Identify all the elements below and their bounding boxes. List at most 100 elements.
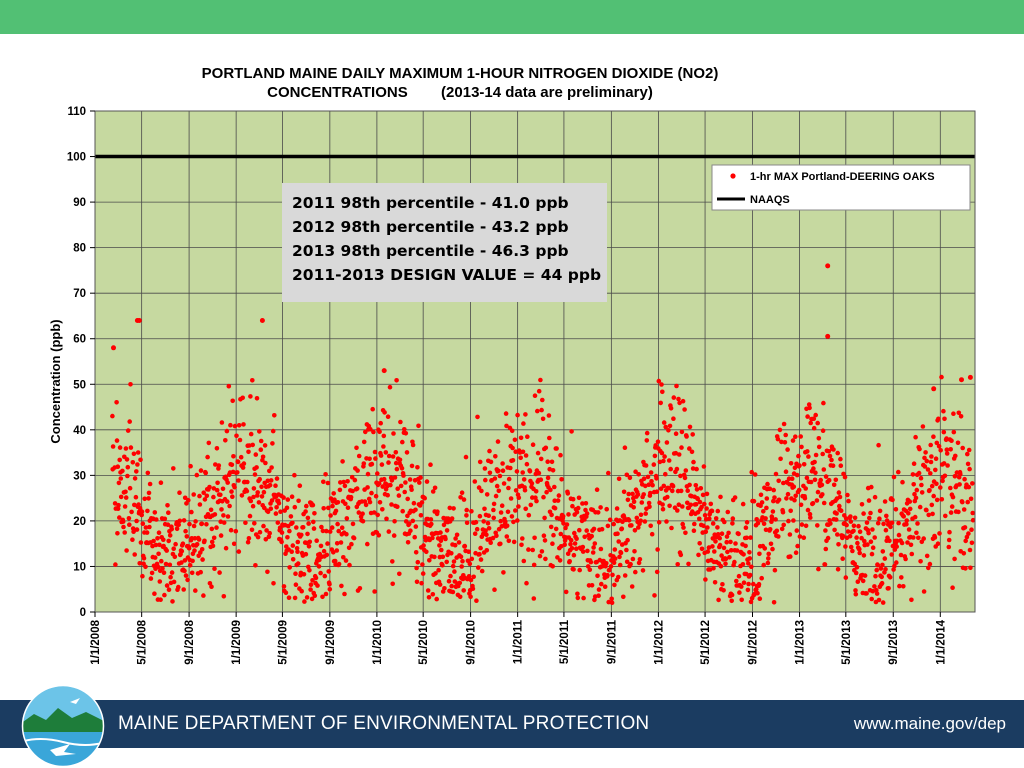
data-point xyxy=(322,573,328,579)
data-point xyxy=(562,542,567,547)
data-point xyxy=(820,492,825,497)
data-point xyxy=(183,528,188,534)
data-point xyxy=(370,406,376,412)
data-point xyxy=(494,533,499,539)
data-point xyxy=(771,600,777,605)
data-point xyxy=(703,577,708,582)
data-point xyxy=(356,453,362,459)
data-point xyxy=(324,528,329,534)
data-point xyxy=(929,502,935,508)
data-point xyxy=(840,533,846,539)
data-point xyxy=(661,420,667,425)
data-point xyxy=(739,584,744,589)
data-point xyxy=(649,479,654,484)
data-point xyxy=(339,525,345,530)
data-point xyxy=(944,451,950,456)
data-point xyxy=(970,510,975,516)
data-point xyxy=(261,523,266,529)
data-point xyxy=(968,496,974,502)
data-point xyxy=(148,576,154,581)
data-point xyxy=(321,506,327,511)
data-point xyxy=(552,505,558,511)
data-point xyxy=(776,534,781,539)
data-point xyxy=(747,550,752,555)
data-point xyxy=(918,475,924,481)
data-point xyxy=(666,485,672,491)
data-point xyxy=(469,556,475,562)
data-point xyxy=(221,513,226,518)
data-point xyxy=(202,538,207,544)
data-point xyxy=(710,544,715,549)
data-point xyxy=(533,489,539,494)
footer-website-link[interactable]: www.maine.gov/dep xyxy=(853,714,1006,733)
data-point xyxy=(281,495,286,500)
data-point xyxy=(785,491,791,497)
data-point xyxy=(884,513,889,519)
data-point xyxy=(854,535,859,540)
data-point xyxy=(949,438,954,444)
data-point xyxy=(621,594,626,600)
data-point xyxy=(670,488,675,494)
data-point xyxy=(794,472,800,478)
data-point xyxy=(877,516,882,521)
data-point xyxy=(166,538,171,544)
data-point xyxy=(355,468,360,473)
data-point xyxy=(550,564,555,569)
data-point xyxy=(572,530,577,536)
data-point xyxy=(821,500,827,506)
data-point xyxy=(199,547,205,552)
data-point xyxy=(793,434,798,440)
data-point xyxy=(426,595,432,600)
data-point xyxy=(803,486,808,491)
data-point xyxy=(252,521,257,526)
data-point xyxy=(201,593,206,598)
data-point xyxy=(381,476,387,482)
data-point xyxy=(223,545,229,551)
data-point xyxy=(683,530,688,536)
data-point xyxy=(272,413,277,418)
chart-title: PORTLAND MAINE DAILY MAXIMUM 1-HOUR NITR… xyxy=(100,64,820,102)
y-tick-label: 50 xyxy=(73,379,86,391)
data-point xyxy=(161,537,166,542)
data-point xyxy=(486,526,492,531)
data-point xyxy=(552,498,557,504)
data-point xyxy=(875,562,881,568)
data-point xyxy=(287,565,293,570)
data-point xyxy=(118,476,124,481)
data-point xyxy=(630,491,635,497)
y-tick-label: 70 xyxy=(73,288,86,300)
footer-bar: MAINE DEPARTMENT OF ENVIRONMENTAL PROTEC… xyxy=(0,700,1024,748)
annotation-background xyxy=(282,183,607,302)
data-point xyxy=(838,463,844,469)
data-point xyxy=(497,473,503,479)
data-point xyxy=(903,556,908,562)
data-point xyxy=(921,536,926,541)
data-point xyxy=(775,436,781,442)
data-point xyxy=(418,475,423,480)
data-point xyxy=(204,522,209,527)
data-point xyxy=(394,466,400,472)
data-point xyxy=(729,548,734,553)
data-point xyxy=(790,438,796,443)
data-point xyxy=(344,531,349,537)
x-tick-label: 1/1/2012 xyxy=(653,620,665,665)
data-point xyxy=(115,531,120,536)
data-point xyxy=(888,524,893,530)
data-point xyxy=(492,587,497,592)
data-point xyxy=(551,532,556,538)
data-point xyxy=(436,567,441,573)
data-point xyxy=(162,592,167,598)
data-point xyxy=(190,558,195,564)
data-point xyxy=(912,514,918,520)
data-point xyxy=(558,544,564,549)
data-point xyxy=(785,447,790,452)
data-point xyxy=(927,488,932,493)
data-point xyxy=(285,535,290,540)
data-point xyxy=(609,596,614,602)
data-point xyxy=(321,479,326,485)
data-point xyxy=(487,470,493,476)
data-point xyxy=(826,449,832,454)
data-point xyxy=(574,546,579,551)
data-point xyxy=(160,566,165,571)
data-point xyxy=(350,488,355,494)
